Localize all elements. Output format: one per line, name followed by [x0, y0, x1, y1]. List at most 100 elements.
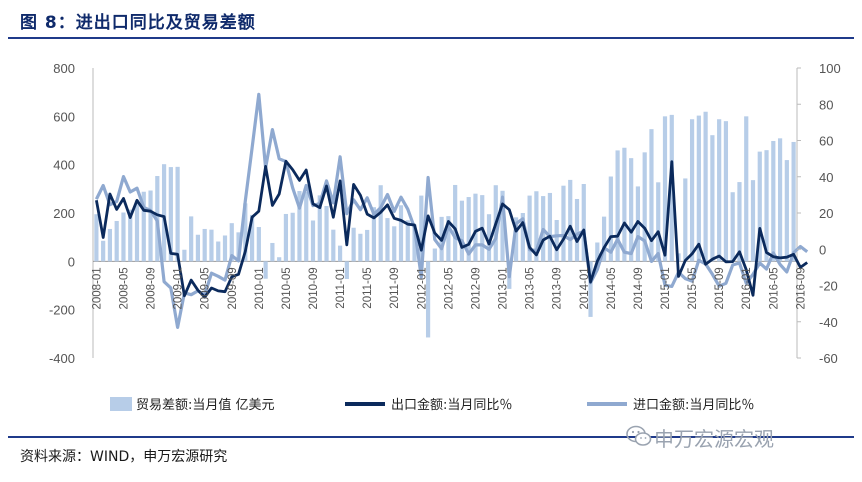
bar [141, 191, 146, 262]
bar [453, 184, 458, 262]
x-tick-label: 2014-09 [633, 267, 645, 309]
bar [249, 214, 255, 262]
bar [392, 226, 397, 262]
bar [771, 140, 776, 262]
bar [710, 135, 715, 262]
bar [662, 116, 668, 262]
bar [757, 151, 762, 262]
bar [689, 119, 695, 262]
right-tick-label: 20 [819, 206, 833, 221]
bar [554, 220, 559, 262]
bar [791, 141, 796, 262]
bar [277, 257, 282, 262]
bar [317, 195, 322, 262]
bar [608, 176, 613, 262]
bar [622, 147, 627, 262]
left-tick-label: 400 [53, 158, 75, 173]
x-tick-label: 2013-01 [498, 267, 510, 309]
bar [737, 182, 742, 262]
bar [344, 261, 349, 279]
bar [412, 224, 417, 262]
right-tick-label: 60 [819, 134, 833, 149]
bar [365, 229, 370, 262]
trade-balance-bars [94, 111, 796, 338]
right-tick-label: -20 [819, 279, 838, 294]
bar [425, 261, 431, 338]
x-tick-label: 2011-01 [335, 267, 347, 308]
bar [161, 164, 167, 262]
bar [216, 241, 221, 262]
x-tick-label: 2012-09 [470, 267, 482, 309]
bar [297, 191, 302, 262]
bar [405, 220, 410, 262]
bar [148, 190, 153, 262]
bar [473, 193, 478, 262]
bar [114, 220, 119, 262]
bar [534, 191, 539, 262]
legend-label: 出口金额:当月同比％ [391, 397, 512, 413]
bar [649, 129, 654, 262]
bar [195, 234, 201, 262]
bar [723, 121, 729, 262]
x-tick-label: 2014-05 [606, 267, 618, 309]
right-tick-label: 40 [819, 170, 833, 185]
bar [256, 227, 261, 262]
left-tick-label: 200 [53, 206, 75, 221]
bar [547, 192, 553, 262]
bar [629, 158, 634, 262]
x-tick-label: 2015-01 [660, 267, 672, 309]
title-divider [8, 37, 854, 39]
x-tick-label: 2012-01 [416, 267, 428, 309]
x-tick-label: 2015-05 [687, 267, 699, 309]
bar [500, 190, 505, 262]
right-tick-label: 100 [819, 61, 841, 76]
bar [385, 218, 390, 262]
source-note: 资料来源：WIND，申万宏源研究 [20, 449, 228, 465]
x-tick-label: 2014-01 [579, 267, 591, 309]
bar [371, 207, 377, 262]
bar [750, 180, 756, 262]
watermark-text: 申万宏源宏观 [654, 427, 774, 451]
bar [574, 198, 580, 262]
bar [94, 214, 99, 262]
right-tick-label: -60 [819, 351, 838, 366]
bar [446, 216, 451, 262]
left-tick-label: -400 [49, 351, 75, 366]
wechat-icon [626, 425, 652, 446]
x-tick-label: 2013-05 [525, 267, 537, 309]
x-tick-label: 2015-09 [714, 267, 726, 309]
bar [229, 223, 234, 262]
x-tick-label: 2016-05 [768, 267, 780, 309]
x-tick-label: 2008-05 [118, 267, 130, 309]
legend-swatch-bar [110, 397, 132, 411]
series-line-1 [95, 159, 809, 299]
footer-divider [8, 436, 854, 438]
x-tick-label: 2009-05 [200, 267, 212, 309]
bar [243, 203, 248, 262]
bar [101, 240, 106, 262]
legend-label: 贸易差额:当月值 亿美元 [136, 397, 275, 413]
x-tick-label: 2011-09 [389, 267, 401, 308]
bar [601, 216, 607, 262]
bar [595, 242, 600, 262]
legend-label: 进口金额:当月同比％ [633, 397, 754, 413]
right-axis-ticks: -60 -40 -20 0 20 40 60 80 100 [797, 61, 841, 366]
x-tick-label: 2008-01 [91, 267, 103, 309]
bar [459, 200, 465, 262]
bar [358, 233, 363, 262]
bar [784, 160, 789, 262]
bar [764, 150, 769, 262]
x-axis-ticks: 2008-01 2008-05 2008-09 2009-01 2009-05 2009-… [91, 267, 807, 309]
bar [615, 150, 620, 262]
x-tick-label: 2009-01 [173, 267, 185, 309]
bar [717, 119, 722, 262]
bar [351, 227, 356, 262]
bar [581, 184, 586, 262]
bar [168, 167, 173, 262]
left-axis-ticks: -400 -200 0 200 400 600 800 [49, 61, 75, 366]
bar [520, 213, 525, 262]
bar [683, 178, 688, 262]
bar [669, 114, 674, 262]
bar [568, 179, 573, 262]
x-tick-label: 2008-09 [146, 267, 158, 309]
